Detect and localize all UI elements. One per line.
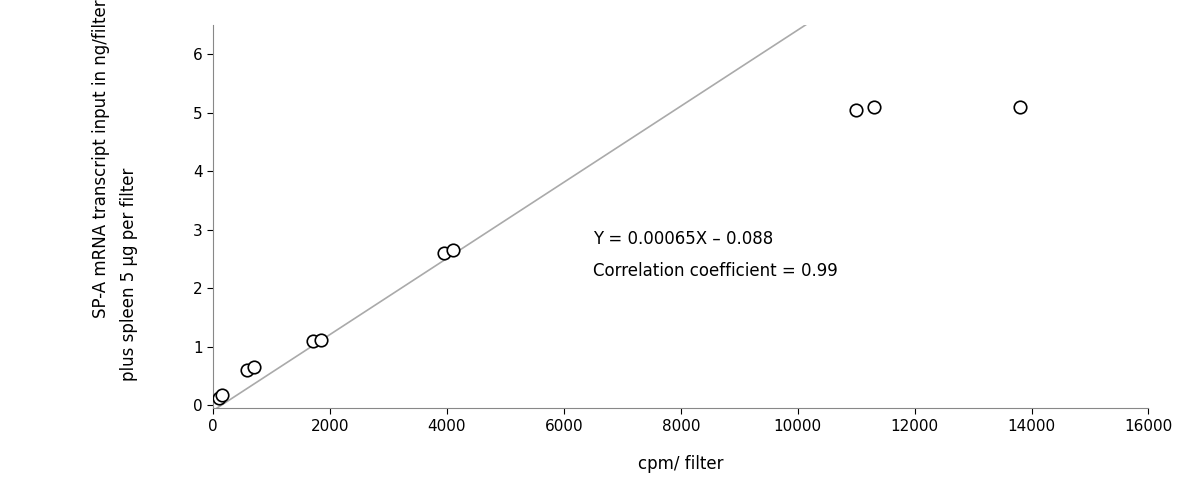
Point xyxy=(238,367,257,374)
Point xyxy=(847,106,866,114)
Point xyxy=(864,103,883,111)
Text: Y = 0.00065X – 0.088: Y = 0.00065X – 0.088 xyxy=(593,230,773,248)
Text: SP-A mRNA transcript input in ng/filter: SP-A mRNA transcript input in ng/filter xyxy=(92,0,110,318)
Point xyxy=(245,364,264,372)
Point xyxy=(303,337,322,345)
Point xyxy=(443,247,462,254)
X-axis label: cpm/ filter: cpm/ filter xyxy=(638,455,723,473)
Point xyxy=(311,336,330,344)
Point xyxy=(1010,103,1029,111)
Point xyxy=(212,391,231,399)
Text: Correlation coefficient = 0.99: Correlation coefficient = 0.99 xyxy=(593,262,838,280)
Point xyxy=(210,394,229,402)
Point xyxy=(435,249,453,257)
Text: plus spleen 5 μg per filter: plus spleen 5 μg per filter xyxy=(120,167,139,381)
